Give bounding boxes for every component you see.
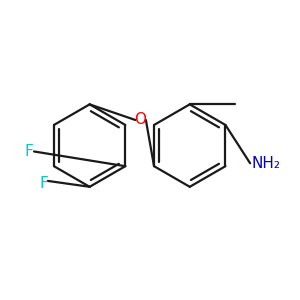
Text: O: O — [135, 112, 147, 128]
Text: F: F — [39, 176, 48, 191]
Text: F: F — [24, 144, 33, 159]
Text: NH₂: NH₂ — [252, 156, 280, 171]
